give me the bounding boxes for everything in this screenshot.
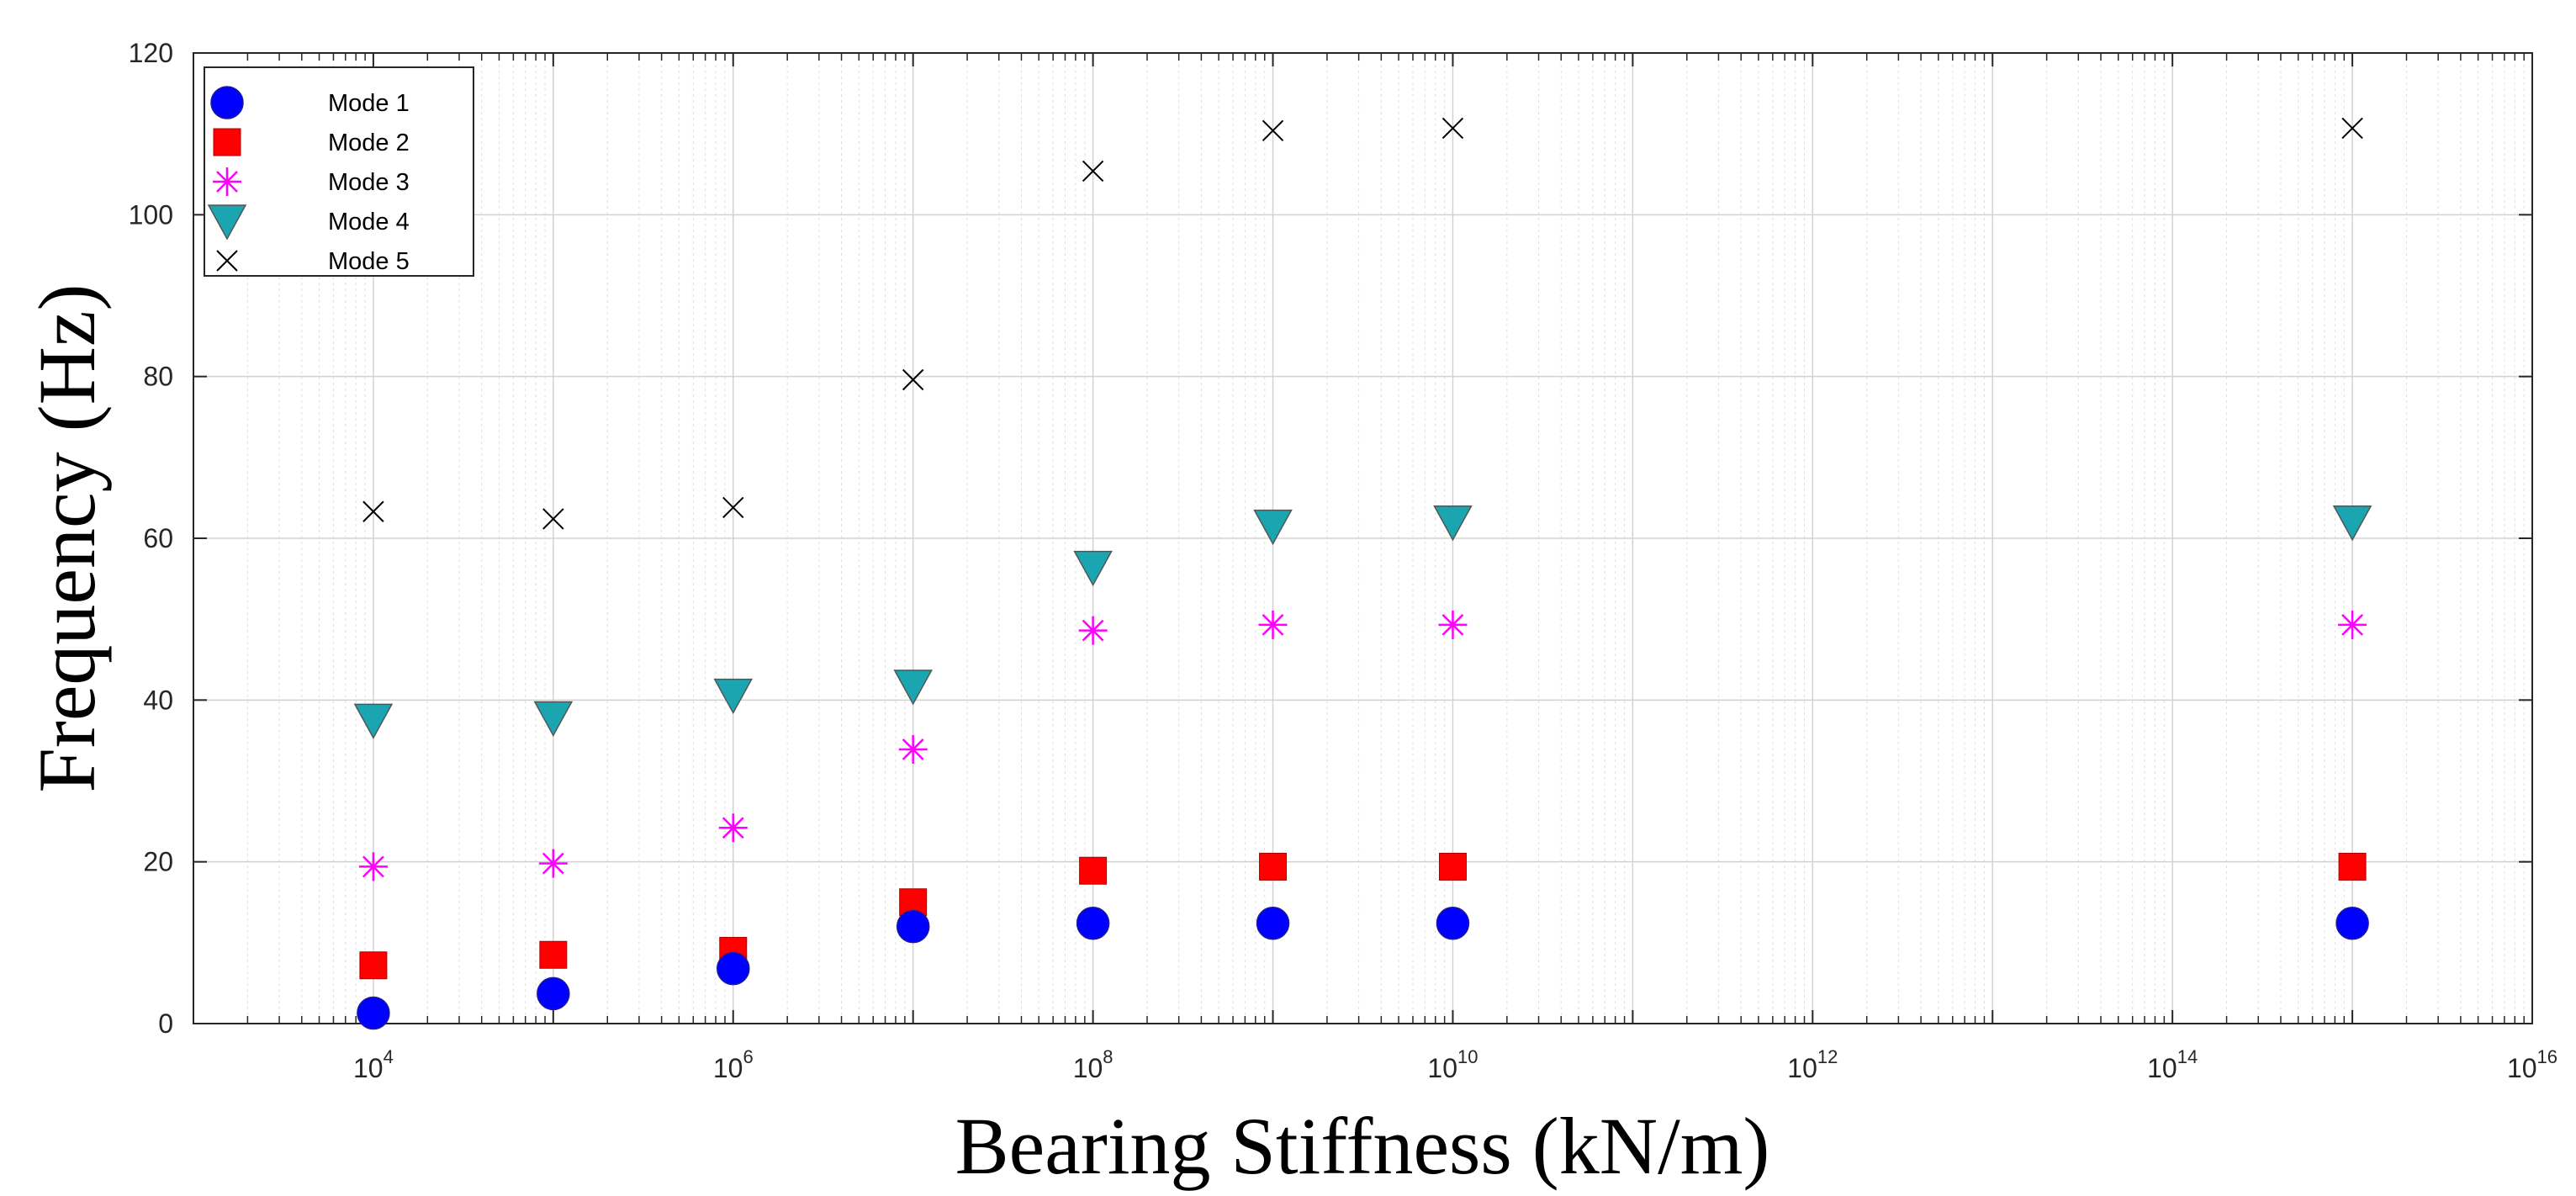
data-point-mode-5 [902,368,924,391]
legend-marker-mode-3 [213,167,241,196]
x-tick-label: 108 [1073,1046,1113,1083]
data-point-mode-1 [1436,907,1470,940]
data-point-mode-5 [1082,160,1104,183]
data-point-mode-4 [353,703,394,739]
data-point-mode-1 [2335,907,2369,940]
x-tick-label: 1010 [1427,1046,1478,1083]
data-point-mode-2 [1259,852,1288,881]
data-point-mode-3 [718,813,748,843]
data-point-mode-3 [358,852,388,881]
data-point-mode-3 [2338,610,2367,639]
y-tick-label: 0 [158,1008,173,1039]
data-point-mode-1 [537,976,570,1011]
data-point-mode-4 [1253,509,1293,546]
data-point-mode-1 [357,996,390,1030]
legend-label: Mode 5 [328,248,410,275]
data-point-mode-1 [1076,907,1110,940]
data-point-mode-3 [1258,610,1288,639]
data-point-mode-1 [1256,907,1290,940]
y-tick-label: 120 [129,38,173,68]
data-point-mode-4 [1073,550,1113,587]
data-point-mode-5 [722,496,744,519]
data-point-mode-2 [539,940,568,969]
data-point-mode-1 [896,909,930,944]
data-point-mode-5 [542,508,564,530]
data-point-mode-4 [1433,505,1473,542]
x-tick-labels: 104 106 108 1010 1012 1014 1016 [353,1046,2557,1083]
legend-label: Mode 4 [328,209,410,235]
legend-label: Mode 1 [328,90,410,117]
data-point-mode-4 [533,701,574,738]
legend-marker-mode-4 [207,204,247,241]
data-point-mode-5 [2341,117,2363,140]
y-tick-label: 60 [143,523,173,553]
data-marks [353,117,2372,1030]
legend: Mode 1 Mode 2 Mode 3 Mode 4 Mode 5 [204,66,474,277]
data-point-mode-4 [2332,505,2372,542]
legend-label: Mode 2 [328,130,410,156]
data-point-mode-3 [1078,616,1108,645]
x-tick-label: 1012 [1787,1046,1838,1083]
x-tick-label: 1016 [2507,1046,2557,1083]
x-tick-label: 106 [713,1046,754,1083]
y-tick-label: 80 [143,362,173,392]
major-grid [193,53,2533,1024]
data-point-mode-4 [713,678,754,715]
data-point-mode-5 [1262,119,1284,142]
data-point-mode-3 [538,849,568,878]
y-axis-title: Frequency (Hz) [22,283,112,792]
x-axis-title: Bearing Stiffness (kN/m) [955,1101,1770,1191]
data-point-mode-2 [1079,856,1108,885]
data-point-mode-5 [1441,117,1464,140]
data-point-mode-3 [1438,610,1468,639]
y-tick-label: 100 [129,199,173,230]
data-point-mode-4 [893,669,933,706]
y-tick-labels: 0 20 40 60 80 100 120 [129,38,173,1039]
legend-marker-mode-5 [216,250,238,272]
data-point-mode-2 [359,951,388,980]
legend-marker-mode-1 [210,86,244,119]
y-tick-label: 20 [143,847,173,877]
data-point-mode-2 [1438,852,1467,881]
legend-marker-mode-2 [213,128,241,156]
legend-label: Mode 3 [328,169,410,196]
data-point-mode-2 [899,888,928,917]
x-tick-label: 104 [353,1046,394,1083]
y-tick-label: 40 [143,685,173,715]
data-point-mode-2 [2338,852,2367,881]
plot-frame [193,52,2533,1024]
legend-box [204,66,474,277]
axis-ticks [193,52,2533,1024]
x-tick-label: 1014 [2147,1046,2198,1083]
data-point-mode-3 [898,734,928,764]
data-point-mode-5 [362,500,384,522]
data-point-mode-1 [717,951,750,986]
